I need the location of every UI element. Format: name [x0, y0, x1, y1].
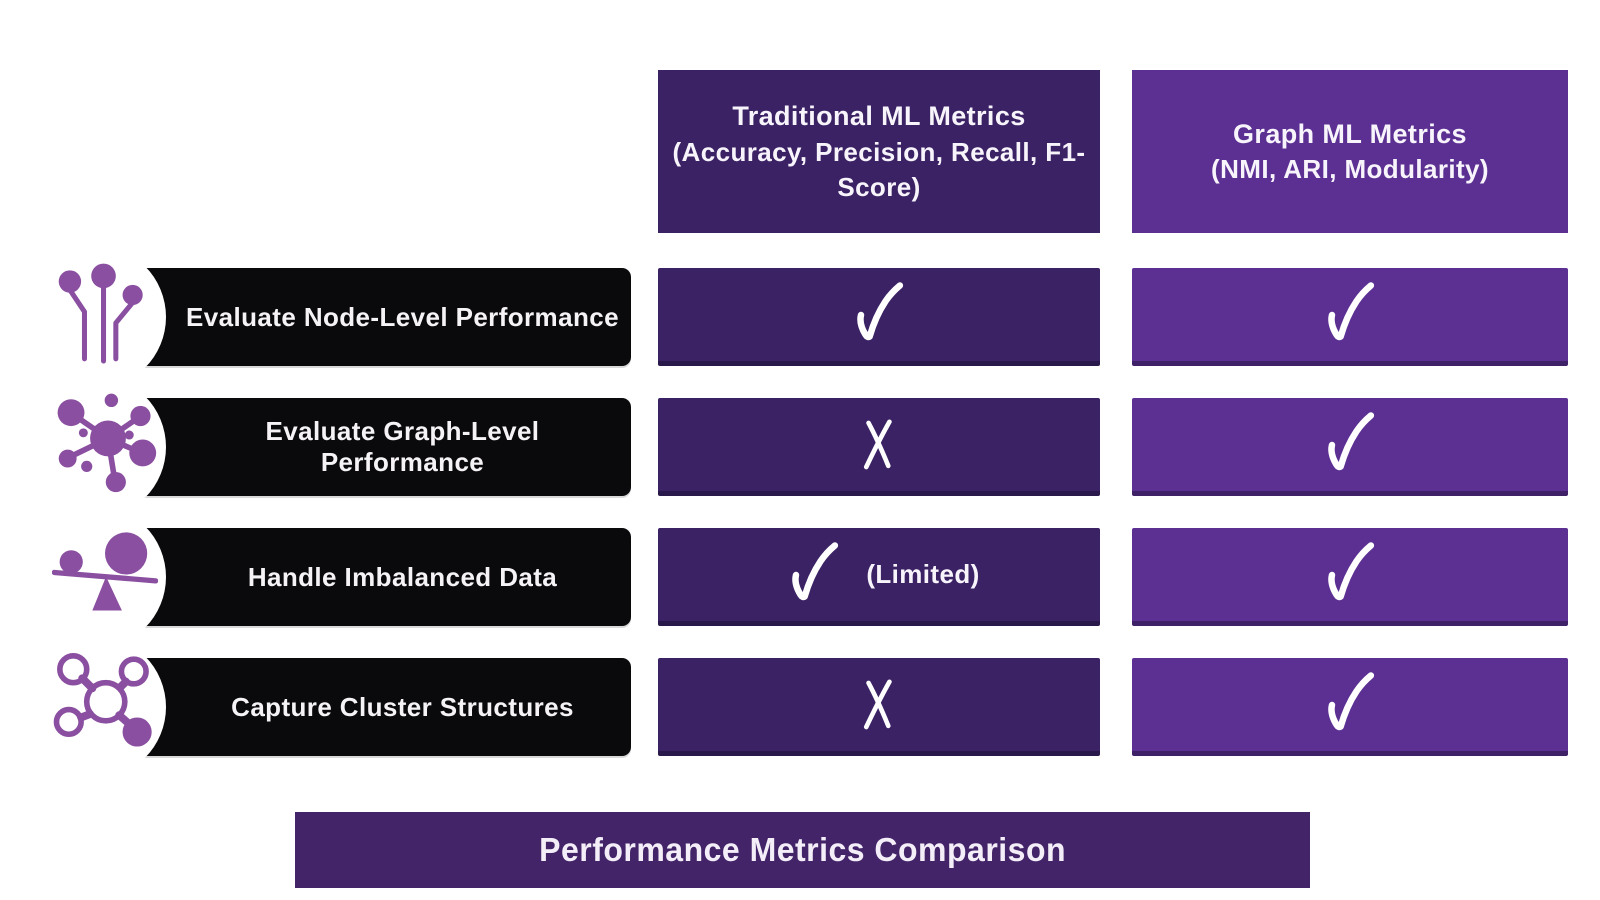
- traditional-ml-metrics-header: Traditional ML Metrics (Accuracy, Precis…: [658, 70, 1100, 233]
- check-icon: [1314, 536, 1386, 614]
- graph-header-subtitle: (NMI, ARI, Modularity): [1211, 154, 1489, 185]
- balance-seesaw-icon: [51, 526, 164, 638]
- row-bar: [98, 528, 631, 626]
- row-imbalanced-data: Handle Imbalanced Data: [22, 505, 631, 649]
- traditional-header-title: Traditional ML Metrics: [732, 101, 1026, 132]
- cross-icon: [850, 408, 908, 482]
- check-icon: [1314, 406, 1386, 484]
- cluster-network-icon: [52, 648, 164, 760]
- graph-header-title: Graph ML Metrics: [1233, 118, 1467, 149]
- row-bar: [98, 658, 631, 756]
- cell-note: (Limited): [866, 559, 980, 589]
- row-graph-level: Evaluate Graph-Level Performance: [22, 375, 631, 519]
- graph-ml-metrics-header: Graph ML Metrics (NMI, ARI, Modularity): [1132, 70, 1568, 233]
- node-pins-icon: [52, 258, 164, 370]
- row-label: Evaluate Graph-Level Performance: [265, 416, 540, 477]
- row-label: Handle Imbalanced Data: [247, 561, 558, 592]
- cell-graph-level-graph: [1132, 398, 1568, 496]
- row-label: Evaluate Node-Level Performance: [186, 301, 619, 332]
- cell-cluster-traditional: [658, 658, 1100, 756]
- footer-title-bar: Performance Metrics Comparison: [295, 812, 1310, 888]
- cell-node-level-graph: [1132, 268, 1568, 366]
- check-icon: [843, 276, 915, 354]
- row-bar: [98, 398, 631, 496]
- traditional-header-subtitle: (Accuracy, Precision, Recall, F1-Score): [672, 136, 1086, 202]
- cross-icon: [850, 668, 908, 742]
- cell-cluster-graph: [1132, 658, 1568, 756]
- row-label: Capture Cluster Structures: [231, 691, 574, 722]
- cell-imbalanced-traditional: (Limited): [658, 528, 1100, 626]
- diagram-title: Performance Metrics Comparison: [539, 831, 1066, 868]
- row-node-level: Evaluate Node-Level Performance: [22, 245, 631, 389]
- cell-imbalanced-graph: [1132, 528, 1568, 626]
- check-icon: [778, 536, 850, 614]
- row-bar: [98, 268, 631, 366]
- row-cluster-structures: Capture Cluster Structures: [22, 635, 631, 779]
- check-icon: [1314, 666, 1386, 744]
- cell-graph-level-traditional: [658, 398, 1100, 496]
- check-icon: [1314, 276, 1386, 354]
- hub-network-icon: [52, 388, 164, 500]
- cell-node-level-traditional: [658, 268, 1100, 366]
